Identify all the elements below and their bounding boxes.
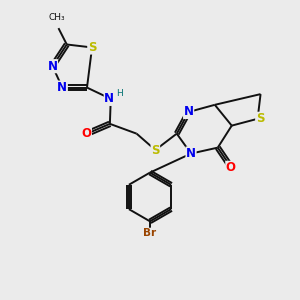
Text: Br: Br (143, 228, 157, 238)
Text: CH₃: CH₃ (49, 13, 65, 22)
Text: N: N (104, 92, 114, 105)
Text: N: N (184, 106, 194, 118)
Text: S: S (151, 143, 160, 157)
Text: N: N (57, 81, 67, 94)
Text: S: S (256, 112, 264, 125)
Text: H: H (116, 89, 123, 98)
Text: O: O (81, 127, 92, 140)
Text: S: S (88, 41, 96, 54)
Text: N: N (186, 147, 196, 160)
Text: O: O (226, 161, 236, 174)
Text: N: N (47, 60, 58, 73)
